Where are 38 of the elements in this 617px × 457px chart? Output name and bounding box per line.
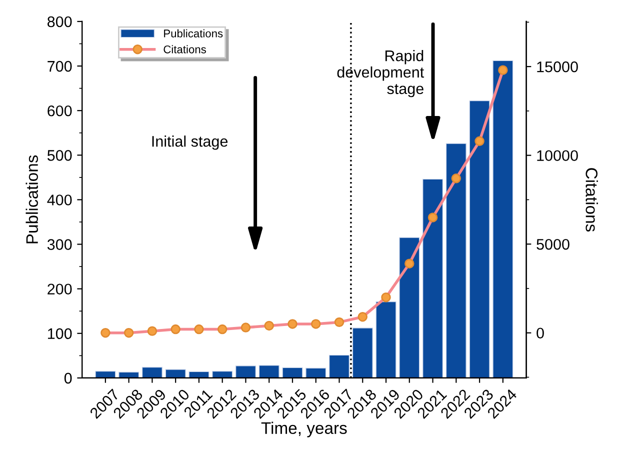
y-tick-label: 400: [47, 194, 72, 206]
y-tick-label: 600: [48, 105, 72, 116]
y-tick-label: 700: [48, 60, 72, 72]
bar: [352, 328, 373, 378]
legend-label: Citations: [164, 45, 206, 54]
bar: [165, 369, 186, 378]
bar: [235, 366, 256, 378]
annotation: Initial stage: [152, 136, 228, 150]
y2-tick-label: 5000: [536, 238, 570, 250]
bar: [492, 60, 514, 378]
bar: [282, 367, 303, 378]
y-tick-label: 200: [48, 284, 72, 295]
y2-tick-label: 15000: [537, 61, 578, 72]
y-tick-label: 300: [47, 239, 72, 250]
bar: [212, 370, 233, 378]
y-tick-label: 100: [48, 328, 72, 340]
y-tick-label: 800: [48, 16, 72, 28]
bar: [142, 366, 162, 378]
y2-axis-title: Citations: [586, 168, 598, 232]
bar: [258, 365, 280, 378]
y2-tick-label: 10000: [537, 150, 578, 162]
bar: [118, 372, 140, 378]
bar: [95, 370, 116, 378]
y-axis-title: Publications: [26, 155, 38, 244]
y-tick-label: 500: [47, 150, 72, 161]
y2-tick-label: 0: [536, 328, 544, 339]
bar: [306, 368, 326, 378]
bar: [328, 354, 350, 378]
y-tick-label: 0: [64, 372, 72, 384]
bar: [446, 143, 466, 378]
bar: [188, 371, 210, 378]
x-axis-title: Time, years: [261, 422, 347, 438]
bar: [469, 100, 490, 378]
bar: [399, 237, 420, 378]
bar: [376, 301, 396, 378]
legend-label: Publications: [164, 29, 223, 38]
annotation: Rapid development stage: [337, 50, 424, 98]
bar: [422, 178, 444, 378]
